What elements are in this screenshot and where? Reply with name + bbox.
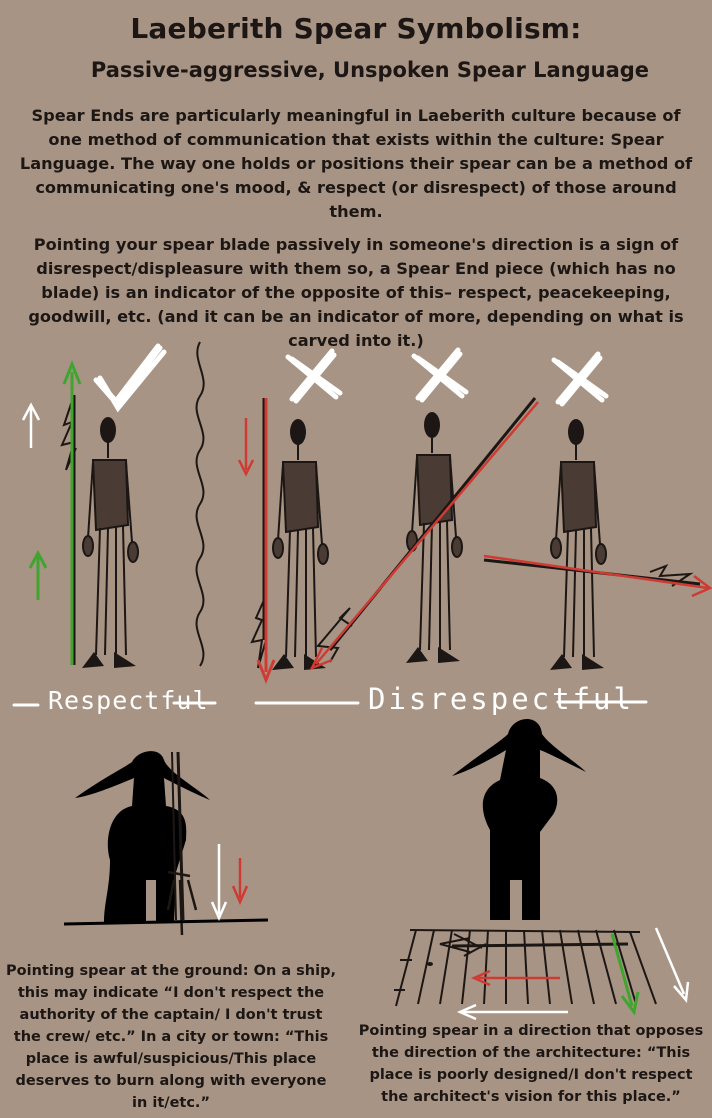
- spear-horizontal: [483, 554, 712, 598]
- cross-icon: [554, 354, 606, 404]
- caption-ground: Pointing spear at the ground: On a ship,…: [6, 963, 336, 1111]
- label-respectful: Respectful: [48, 686, 209, 715]
- cross-icon: [414, 350, 466, 400]
- disrespect-figure-3-group: [483, 354, 712, 671]
- white-left-arrow-icon: [456, 1003, 568, 1021]
- white-down-arrow-icon: [210, 844, 228, 922]
- label-disrespectful: Disrespectful: [368, 682, 634, 716]
- intro-paragraph-2: Pointing your spear blade passively in s…: [28, 235, 684, 350]
- spear-blade-down: [250, 398, 276, 685]
- red-down-arrow-icon: [237, 418, 255, 477]
- page-title: Laeberith Spear Symbolism:: [130, 12, 582, 45]
- green-down-arrow-icon: [610, 933, 640, 1016]
- spear-architecture-illustration: [394, 718, 690, 1021]
- standing-figure: [81, 416, 139, 669]
- white-up-arrow-icon: [21, 402, 41, 448]
- caption-architecture: Pointing spear in a direction that oppos…: [358, 1023, 704, 1105]
- red-down-arrow-icon: [231, 858, 249, 906]
- check-icon: [93, 343, 167, 413]
- intro-paragraph-1: Spear Ends are particularly meaningful i…: [19, 106, 693, 221]
- disrespect-figure-1-group: [237, 351, 340, 685]
- page-subtitle: Passive-aggressive, Unspoken Spear Langu…: [90, 58, 650, 82]
- standing-figure: [271, 418, 329, 671]
- standing-figure: [549, 418, 607, 671]
- green-up-arrow-icon: [28, 549, 48, 600]
- spear-blade-up: [60, 359, 82, 665]
- panel-divider: [195, 341, 205, 667]
- cross-icon: [288, 351, 340, 401]
- red-left-arrow-icon: [470, 969, 560, 987]
- standing-figure: [405, 411, 463, 664]
- disrespect-figure-2-group: [309, 350, 539, 671]
- spear-at-ground-illustration: [63, 751, 269, 936]
- respectful-figure-group: [21, 343, 167, 669]
- label-rules: [12, 700, 648, 707]
- white-down-arrow-icon: [654, 927, 690, 1003]
- spear-diagonal: [309, 397, 539, 671]
